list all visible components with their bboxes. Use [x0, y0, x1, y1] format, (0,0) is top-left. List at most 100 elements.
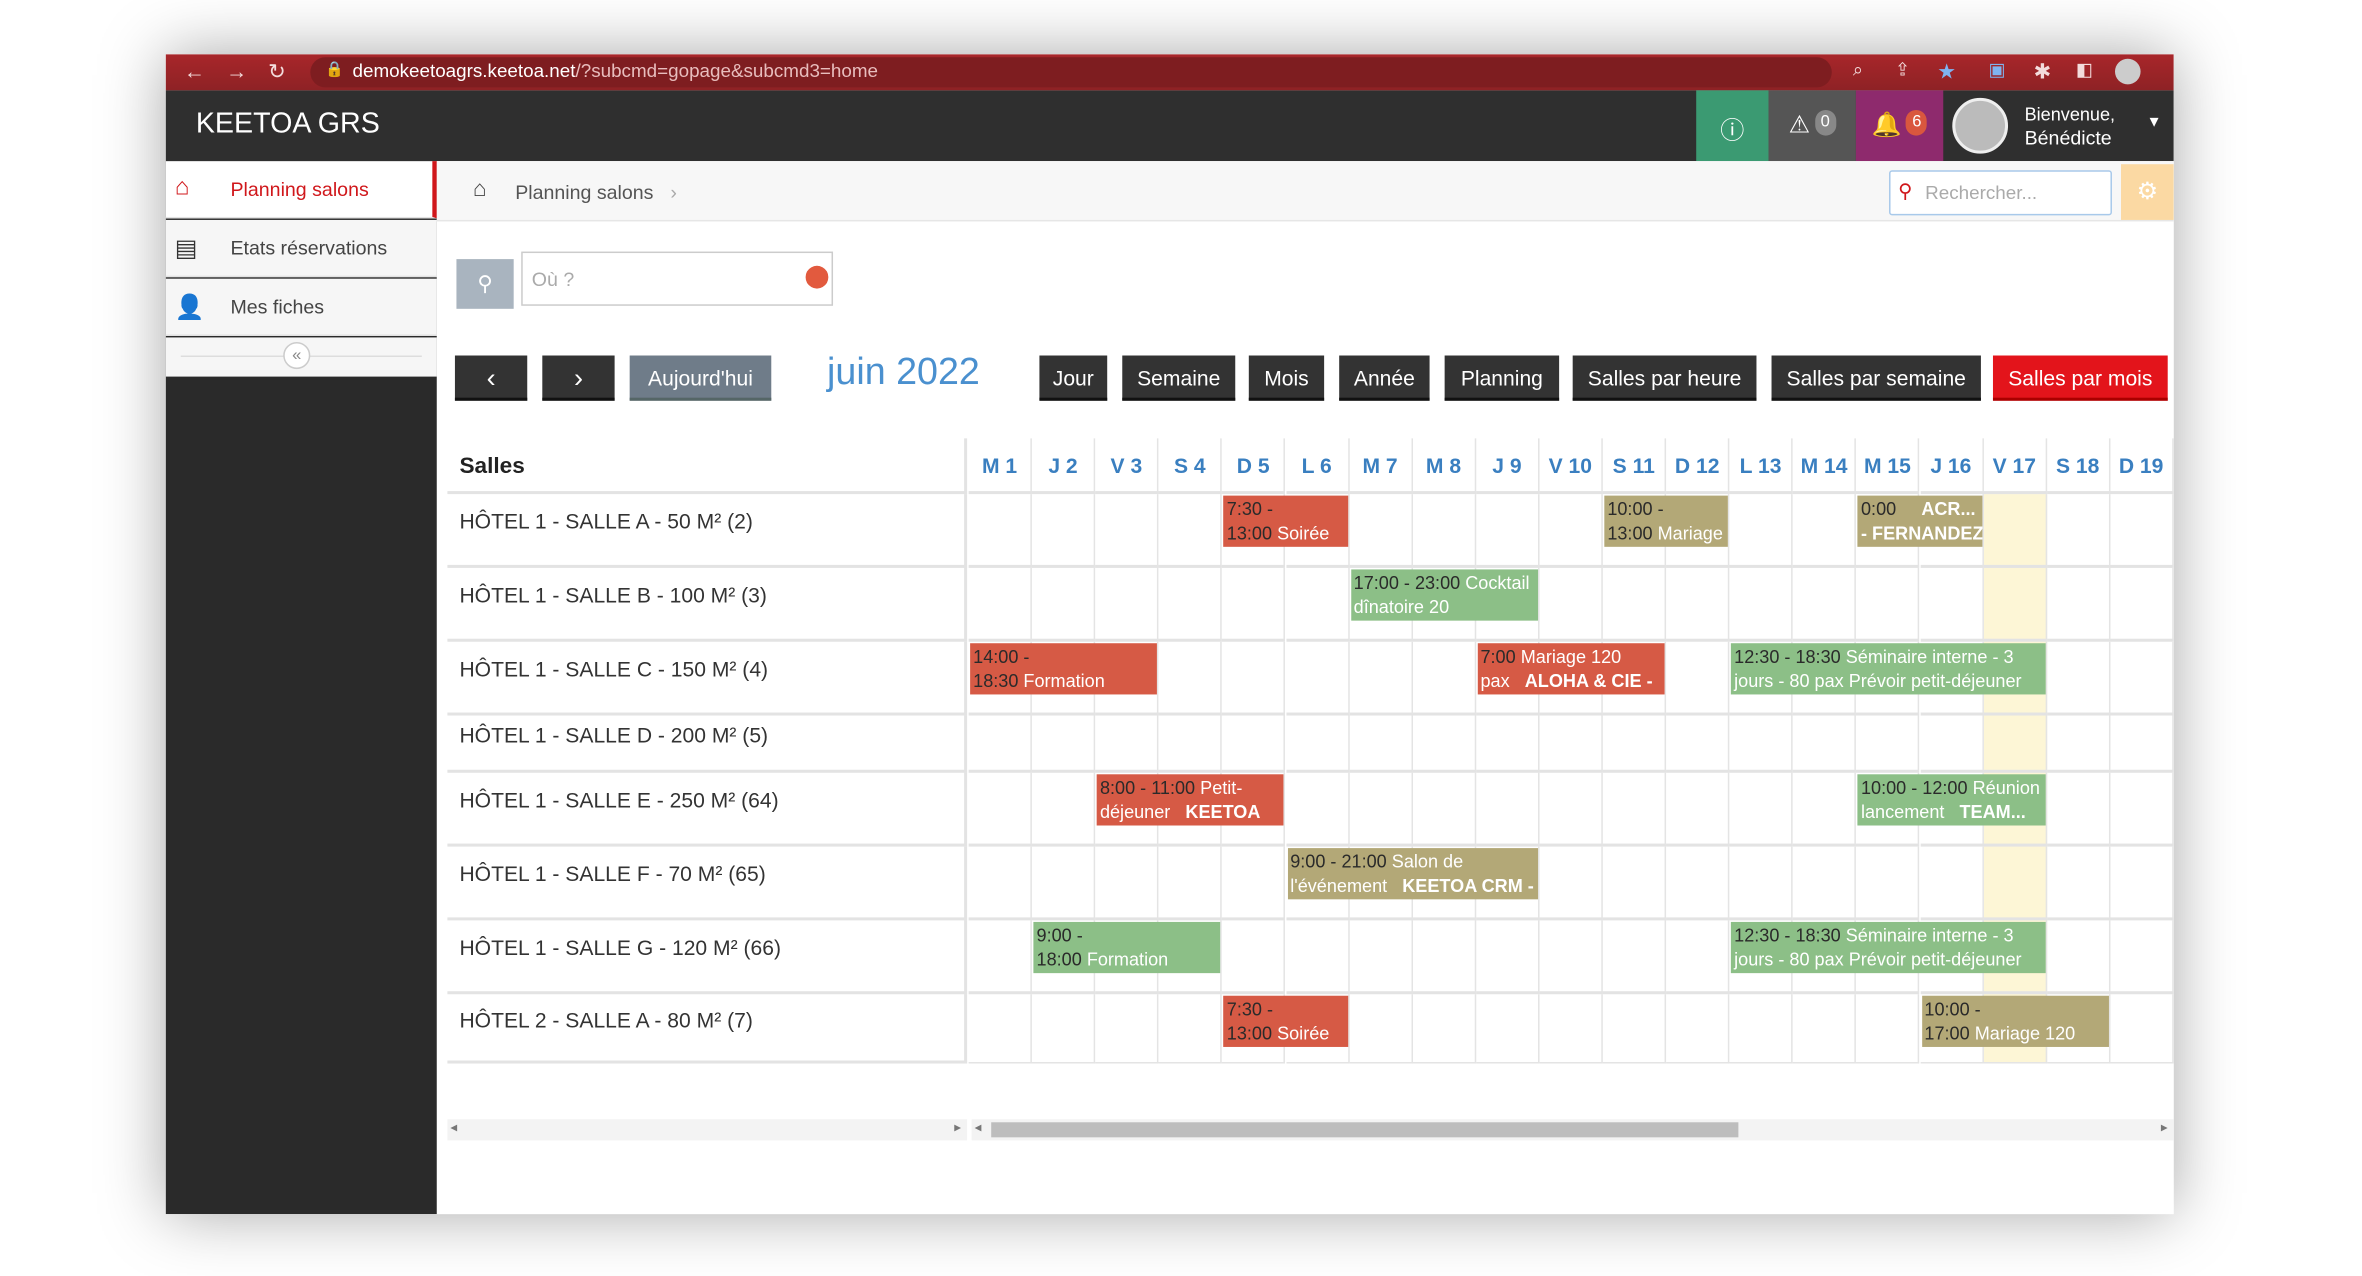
- room-label[interactable]: HÔTEL 1 - SALLE C - 150 M² (4): [447, 641, 968, 716]
- translate-icon[interactable]: ▣: [1988, 58, 2006, 80]
- grid-cell[interactable]: [1222, 846, 1286, 921]
- grid-cell[interactable]: [1158, 494, 1223, 568]
- day-header[interactable]: V 10: [1539, 438, 1603, 495]
- grid-cell[interactable]: [1095, 994, 1159, 1064]
- grid-cell[interactable]: [968, 846, 1033, 921]
- grid-cell[interactable]: [1349, 715, 1413, 773]
- grid-cell[interactable]: [1095, 494, 1159, 568]
- grid-cell[interactable]: [1032, 567, 1096, 642]
- grid-cell[interactable]: [1095, 846, 1159, 921]
- grid-cell[interactable]: [1856, 846, 1920, 921]
- user-menu[interactable]: Bienvenue, Bénédicte ▼: [1943, 90, 2173, 161]
- grid-cell[interactable]: [1602, 846, 1667, 921]
- address-bar[interactable]: 🔒 demokeetoagrs.keetoa.net/?subcmd=gopag…: [310, 57, 1832, 88]
- grid-cell[interactable]: [1032, 715, 1096, 773]
- collapse-sidebar-button[interactable]: «: [283, 341, 311, 370]
- grid-cell[interactable]: [1983, 641, 2047, 716]
- grid-cell[interactable]: [1729, 494, 1794, 568]
- grid-cell[interactable]: [1666, 920, 1730, 995]
- room-label[interactable]: HÔTEL 1 - SALLE G - 120 M² (66): [447, 920, 968, 995]
- scroll-left-icon[interactable]: ◂: [450, 1119, 458, 1135]
- forward-icon[interactable]: →: [225, 58, 248, 83]
- grid-cell[interactable]: [2110, 567, 2174, 642]
- sidebar-item-mes-fiches[interactable]: 👤 Mes fiches: [165, 278, 437, 336]
- grid-cell[interactable]: [1539, 920, 1603, 995]
- day-header[interactable]: D 12: [1666, 438, 1730, 495]
- grid-cell[interactable]: [1919, 567, 1984, 642]
- grid-cell[interactable]: [1983, 567, 2047, 642]
- grid-cell[interactable]: [1793, 494, 1857, 568]
- view-button-planning[interactable]: Planning: [1444, 355, 1560, 401]
- view-button-semaine[interactable]: Semaine: [1122, 355, 1236, 401]
- grid-cell[interactable]: [1158, 846, 1223, 921]
- grid-cell[interactable]: [1539, 846, 1603, 921]
- day-header[interactable]: M 7: [1349, 438, 1413, 495]
- grid-cell[interactable]: [1285, 715, 1350, 773]
- event-block[interactable]: 9:00 - 18:00 Formation: [1033, 921, 1221, 974]
- grid-cell[interactable]: [1539, 715, 1603, 773]
- day-header[interactable]: V 17: [1983, 438, 2047, 495]
- grid-cell[interactable]: [1602, 715, 1667, 773]
- grid-cell[interactable]: [2110, 715, 2174, 773]
- grid-cell[interactable]: [1349, 641, 1413, 716]
- grid-cell[interactable]: [1475, 920, 1540, 995]
- room-label[interactable]: HÔTEL 2 - SALLE A - 80 M² (7): [447, 994, 968, 1064]
- grid-horizontal-scrollbar[interactable]: ◂ ▸: [971, 1119, 2174, 1141]
- info-button[interactable]: ⓘ: [1696, 90, 1769, 162]
- room-label[interactable]: HÔTEL 1 - SALLE D - 200 M² (5): [447, 715, 968, 773]
- grid-cell[interactable]: [2110, 920, 2174, 995]
- grid-cell[interactable]: [1729, 715, 1794, 773]
- grid-cell[interactable]: [1793, 994, 1857, 1064]
- grid-cell[interactable]: [968, 567, 1033, 642]
- day-header[interactable]: D 5: [1222, 438, 1286, 495]
- grid-cell[interactable]: [1158, 994, 1223, 1064]
- grid-cell[interactable]: [1032, 772, 1096, 847]
- scroll-right-icon[interactable]: ▸: [954, 1119, 962, 1135]
- day-header[interactable]: D 19: [2110, 438, 2174, 495]
- grid-cell[interactable]: [1285, 641, 1350, 716]
- grid-cell[interactable]: [1919, 846, 1984, 921]
- grid-cell[interactable]: [1349, 920, 1413, 995]
- star-icon[interactable]: ★: [1937, 58, 1957, 83]
- profile-avatar[interactable]: [2114, 58, 2141, 85]
- grid-cell[interactable]: [1412, 772, 1476, 847]
- event-block[interactable]: 10:00 - 17:00 Mariage 120: [1921, 995, 2109, 1047]
- grid-cell[interactable]: [1412, 494, 1476, 568]
- location-input[interactable]: Où ? ⬤: [521, 251, 834, 306]
- grid-cell[interactable]: [968, 715, 1033, 773]
- grid-cell[interactable]: [1666, 715, 1730, 773]
- grid-cell[interactable]: [1475, 567, 1540, 642]
- event-block[interactable]: 8:00 - 11:00 Petit- déjeuner KEETOA: [1096, 774, 1285, 826]
- grid-cell[interactable]: [1729, 994, 1794, 1064]
- day-header[interactable]: M 8: [1412, 438, 1476, 495]
- day-header[interactable]: S 18: [2046, 438, 2111, 495]
- view-button-année[interactable]: Année: [1339, 355, 1430, 401]
- grid-cell[interactable]: [1602, 641, 1667, 716]
- scroll-right-icon[interactable]: ▸: [2160, 1119, 2168, 1135]
- grid-cell[interactable]: [1032, 494, 1096, 568]
- view-button-salles-par-semaine[interactable]: Salles par semaine: [1771, 355, 1981, 401]
- grid-cell[interactable]: [1158, 567, 1223, 642]
- grid-cell[interactable]: [1856, 715, 1920, 773]
- grid-cell[interactable]: [1222, 567, 1286, 642]
- day-header[interactable]: J 9: [1475, 438, 1540, 495]
- grid-cell[interactable]: [1729, 846, 1794, 921]
- next-button[interactable]: ›: [542, 355, 615, 401]
- grid-cell[interactable]: [1349, 994, 1413, 1064]
- event-block[interactable]: 17:00 - 23:00 Cocktail dînatoire 20: [1350, 569, 1538, 621]
- grid-cell[interactable]: [1793, 846, 1857, 921]
- grid-cell[interactable]: [1666, 494, 1730, 568]
- room-label[interactable]: HÔTEL 1 - SALLE E - 250 M² (64): [447, 772, 968, 847]
- view-button-salles-par-mois[interactable]: Salles par mois: [1992, 355, 2168, 401]
- warnings-button[interactable]: ⚠ 0: [1768, 90, 1856, 162]
- grid-cell[interactable]: [1475, 772, 1540, 847]
- grid-cell[interactable]: [2046, 846, 2111, 921]
- grid-cell[interactable]: [968, 494, 1033, 568]
- event-block[interactable]: 14:00 - 18:30 Formation: [970, 643, 1158, 695]
- grid-cell[interactable]: [1412, 994, 1476, 1064]
- event-block[interactable]: 12:30 - 18:30 Séminaire interne - 3 jour…: [1731, 921, 2046, 974]
- grid-cell[interactable]: [1158, 715, 1223, 773]
- reload-icon[interactable]: ↻: [268, 58, 286, 83]
- location-search-button[interactable]: ⚲: [456, 259, 514, 309]
- grid-cell[interactable]: [1539, 994, 1603, 1064]
